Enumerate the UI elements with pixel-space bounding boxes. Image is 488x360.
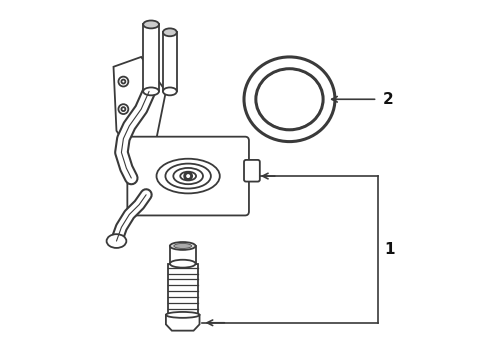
Ellipse shape [163,87,177,95]
Polygon shape [165,315,199,330]
Ellipse shape [121,107,125,111]
Bar [169,246,195,264]
Ellipse shape [173,243,191,248]
Text: 2: 2 [382,92,392,107]
Ellipse shape [169,260,195,267]
Ellipse shape [121,80,125,84]
Polygon shape [113,57,165,145]
Ellipse shape [257,71,321,128]
Ellipse shape [184,172,192,180]
Bar [143,24,159,91]
Ellipse shape [163,28,177,36]
Ellipse shape [169,242,195,250]
Ellipse shape [143,21,159,28]
Ellipse shape [186,174,190,178]
Ellipse shape [180,172,196,180]
Ellipse shape [106,234,126,248]
Ellipse shape [165,312,199,318]
Bar [163,32,177,91]
FancyBboxPatch shape [127,137,248,215]
Ellipse shape [118,77,128,86]
Ellipse shape [173,168,203,184]
Ellipse shape [156,159,219,193]
Text: 1: 1 [384,242,394,257]
FancyBboxPatch shape [244,160,259,181]
Ellipse shape [118,104,128,114]
Ellipse shape [143,87,159,95]
Ellipse shape [165,163,210,189]
Ellipse shape [244,57,334,141]
Bar [167,264,197,315]
Ellipse shape [255,69,323,130]
